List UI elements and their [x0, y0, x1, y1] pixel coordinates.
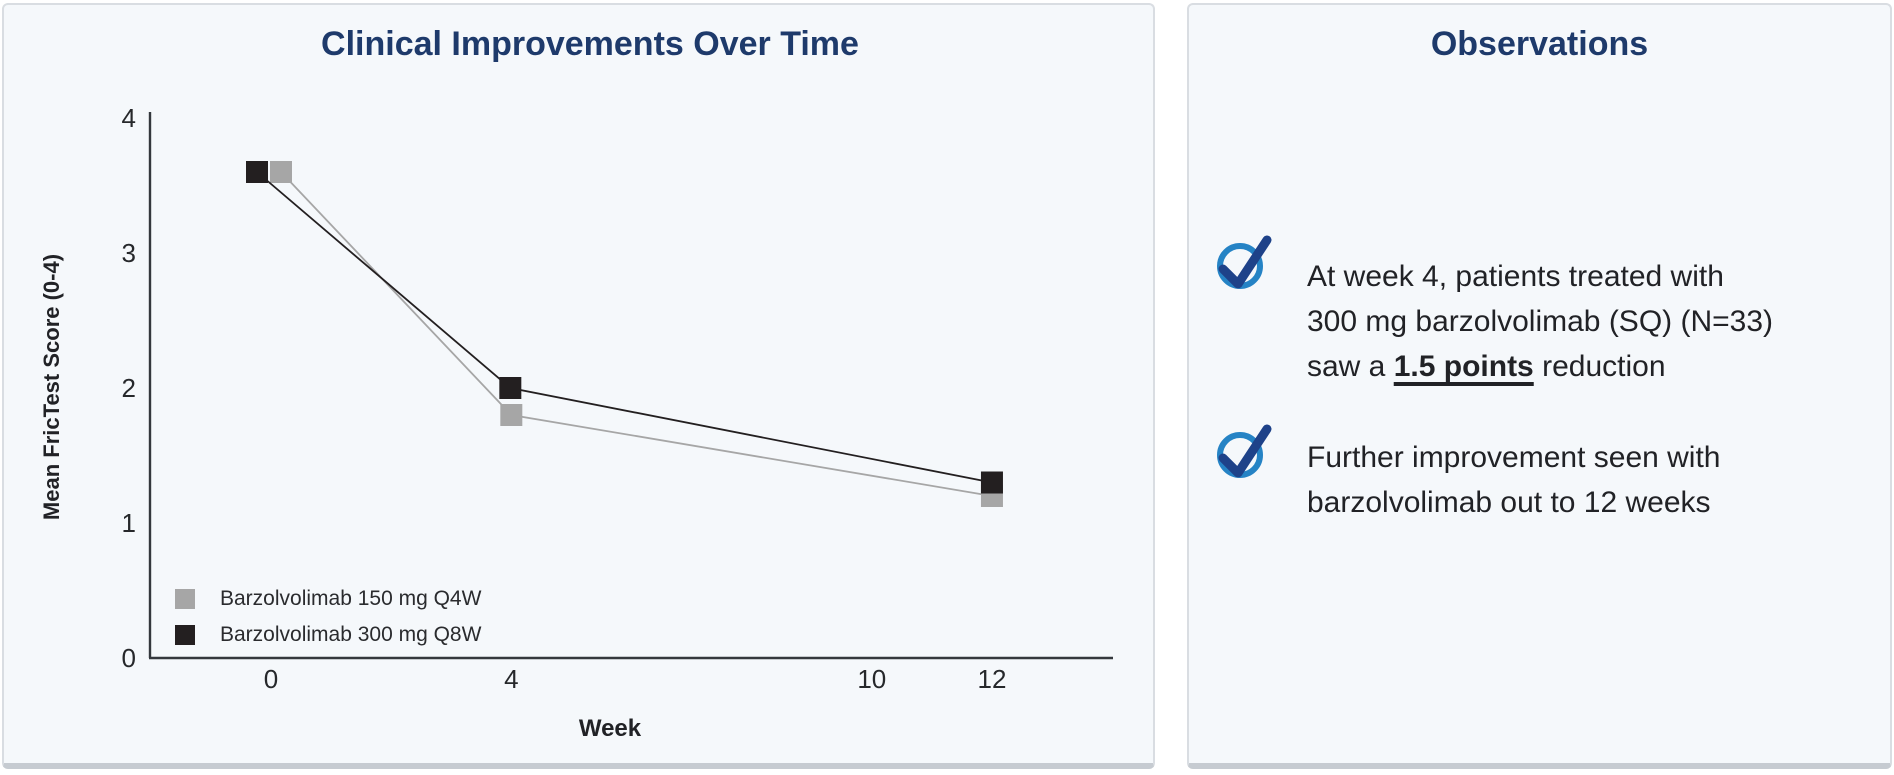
- y-tick-label: 2: [122, 373, 136, 403]
- legend-label: Barzolvolimab 300 mg Q8W: [220, 623, 482, 646]
- series-line-0: [280, 171, 993, 497]
- x-tick-label: 10: [857, 664, 886, 694]
- legend: Barzolvolimab 150 mg Q4W Barzolvolimab 30…: [175, 586, 481, 658]
- x-tick-label: 12: [977, 664, 1006, 694]
- legend-swatch-icon: [175, 589, 195, 609]
- legend-item-0: Barzolvolimab 150 mg Q4W: [175, 586, 481, 612]
- bullet-1-line-3-suffix: reduction: [1533, 350, 1666, 383]
- data-point-marker: [980, 471, 1003, 494]
- bullet-2-line-1: Further improvement seen with: [1307, 441, 1721, 474]
- observations-panel: [1187, 3, 1892, 769]
- data-point-marker: [500, 404, 523, 426]
- bullet-1-line-3-prefix: saw a: [1307, 350, 1394, 383]
- bullet-1-line-2: 300 mg barzolvolimab (SQ) (N=33): [1307, 305, 1774, 338]
- observation-bullet-1: At week 4, patients treated with 300 mg …: [1307, 254, 1867, 389]
- y-tick-label: 1: [122, 508, 136, 538]
- data-point-marker: [499, 377, 522, 399]
- x-axis-label: Week: [578, 715, 642, 742]
- legend-item-1: Barzolvolimab 300 mg Q8W: [175, 622, 481, 648]
- check-circle-icon: [1217, 424, 1272, 478]
- x-tick-label: 0: [264, 664, 278, 694]
- chart-title: Clinical Improvements Over Time: [321, 25, 859, 63]
- data-point-marker: [246, 161, 268, 183]
- observations-title: Observations: [1430, 25, 1649, 63]
- y-tick-label: 4: [122, 103, 136, 133]
- y-tick-label: 3: [122, 238, 136, 268]
- data-point-marker: [270, 161, 292, 183]
- check-circle-icon: [1217, 235, 1272, 289]
- bullet-1-line-1: At week 4, patients treated with: [1307, 260, 1724, 293]
- bullet-2-line-2: barzolvolimab out to 12 weeks: [1307, 486, 1711, 519]
- legend-label: Barzolvolimab 150 mg Q4W: [220, 587, 482, 610]
- legend-swatch-icon: [175, 625, 195, 645]
- y-tick-label: 0: [122, 643, 136, 673]
- x-tick-label: 4: [504, 664, 518, 694]
- observation-bullet-2: Further improvement seen with barzolvoli…: [1307, 435, 1867, 525]
- bullet-1-emphasis: 1.5 points: [1393, 350, 1534, 383]
- series-line-1: [256, 171, 993, 484]
